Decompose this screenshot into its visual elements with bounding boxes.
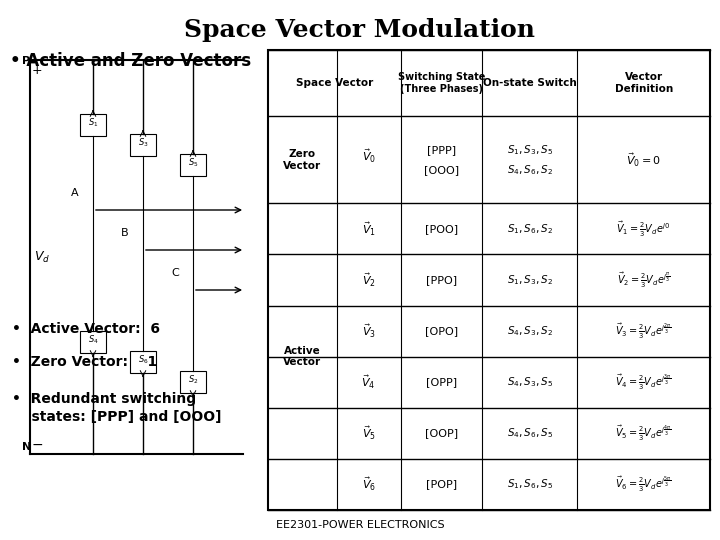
Text: [PPP]: [PPP]	[427, 145, 456, 155]
Text: $S_4,S_6,S_2$: $S_4,S_6,S_2$	[507, 163, 553, 177]
Text: $S_1,S_6,S_5$: $S_1,S_6,S_5$	[507, 477, 553, 491]
Text: $S_4$: $S_4$	[88, 334, 99, 346]
Bar	[130, 134, 156, 156]
Text: [PPO]: [PPO]	[426, 275, 457, 285]
Text: +: +	[32, 64, 42, 77]
Text: [OPO]: [OPO]	[425, 326, 458, 336]
Text: $\vec{V}_0$: $\vec{V}_0$	[361, 147, 376, 165]
Text: •  Zero Vector:    1: • Zero Vector: 1	[12, 355, 157, 369]
Text: [OPP]: [OPP]	[426, 377, 457, 387]
Text: $\vec{V}_4$: $\vec{V}_4$	[361, 374, 376, 391]
Text: −: −	[32, 438, 44, 452]
Text: $S_6$: $S_6$	[138, 354, 148, 366]
Text: $\vec{V}_1$: $\vec{V}_1$	[361, 220, 376, 238]
Text: $\vec{V}_5=\frac{2}{3}V_d e^{j\frac{4\pi}{3}}$: $\vec{V}_5=\frac{2}{3}V_d e^{j\frac{4\pi…	[616, 423, 672, 443]
Text: $\vec{V}_4=\frac{2}{3}V_d e^{j\frac{3\pi}{3}}$: $\vec{V}_4=\frac{2}{3}V_d e^{j\frac{3\pi…	[616, 373, 672, 392]
Text: $S_1,S_6,S_2$: $S_1,S_6,S_2$	[507, 222, 553, 236]
Text: $S_4,S_6,S_5$: $S_4,S_6,S_5$	[507, 427, 553, 440]
Text: [POP]: [POP]	[426, 480, 457, 489]
Text: C: C	[171, 268, 179, 278]
Text: $S_4,S_3,S_5$: $S_4,S_3,S_5$	[507, 375, 553, 389]
Bar	[268, 50, 710, 510]
Text: $S_3$: $S_3$	[138, 137, 148, 149]
Text: $\vec{V}_3=\frac{2}{3}V_d e^{j\frac{2\pi}{3}}$: $\vec{V}_3=\frac{2}{3}V_d e^{j\frac{2\pi…	[616, 321, 672, 341]
Text: Zero
Vector: Zero Vector	[283, 149, 321, 171]
Text: $\vec{V}_2$: $\vec{V}_2$	[361, 271, 376, 289]
Text: Switching State
(Three Phases): Switching State (Three Phases)	[397, 72, 485, 94]
Text: $S_1$: $S_1$	[88, 117, 98, 129]
Text: $V_d$: $V_d$	[34, 249, 50, 265]
Text: On-state Switch: On-state Switch	[483, 78, 577, 88]
Text: P: P	[22, 56, 30, 66]
Text: $S_2$: $S_2$	[188, 374, 198, 386]
Text: $S_5$: $S_5$	[188, 157, 198, 169]
Text: Space Vector Modulation: Space Vector Modulation	[184, 18, 536, 42]
Text: $S_1,S_3,S_5$: $S_1,S_3,S_5$	[507, 143, 553, 157]
Text: Space Vector: Space Vector	[296, 78, 373, 88]
Text: $S_1,S_3,S_2$: $S_1,S_3,S_2$	[507, 273, 553, 287]
Text: Active
Vector: Active Vector	[283, 346, 321, 367]
Text: •  Redundant switching: • Redundant switching	[12, 392, 196, 406]
Text: $\vec{V}_1=\frac{2}{3}V_d e^{j0}$: $\vec{V}_1=\frac{2}{3}V_d e^{j0}$	[616, 219, 671, 239]
Text: $\vec{V}_6=\frac{2}{3}V_d e^{j\frac{5\pi}{3}}$: $\vec{V}_6=\frac{2}{3}V_d e^{j\frac{5\pi…	[616, 475, 672, 494]
Text: [POO]: [POO]	[425, 224, 458, 234]
Text: $\vec{V}_3$: $\vec{V}_3$	[361, 322, 376, 340]
Text: states: [PPP] and [OOO]: states: [PPP] and [OOO]	[12, 410, 222, 424]
Text: $S_4,S_3,S_2$: $S_4,S_3,S_2$	[507, 324, 553, 338]
Text: N: N	[22, 442, 31, 452]
Text: [OOP]: [OOP]	[425, 428, 458, 438]
Text: $\vec{V}_0 = 0$: $\vec{V}_0 = 0$	[626, 151, 661, 168]
Bar	[80, 114, 106, 136]
Text: •  Active Vector:  6: • Active Vector: 6	[12, 322, 160, 336]
Bar	[80, 331, 106, 353]
Text: EE2301-POWER ELECTRONICS: EE2301-POWER ELECTRONICS	[276, 520, 444, 530]
Text: $\vec{V}_2=\frac{2}{3}V_d e^{j\frac{\pi}{3}}$: $\vec{V}_2=\frac{2}{3}V_d e^{j\frac{\pi}…	[617, 271, 670, 289]
Text: $\vec{V}_5$: $\vec{V}_5$	[361, 424, 376, 442]
Bar	[130, 351, 156, 373]
Text: B: B	[121, 228, 129, 238]
Text: • Active and Zero Vectors: • Active and Zero Vectors	[10, 52, 251, 70]
Text: $\vec{V}_6$: $\vec{V}_6$	[361, 476, 376, 493]
Text: [OOO]: [OOO]	[424, 165, 459, 175]
Text: A: A	[71, 188, 78, 198]
Text: Vector
Definition: Vector Definition	[615, 72, 672, 94]
Bar	[180, 154, 206, 176]
Bar	[180, 371, 206, 393]
